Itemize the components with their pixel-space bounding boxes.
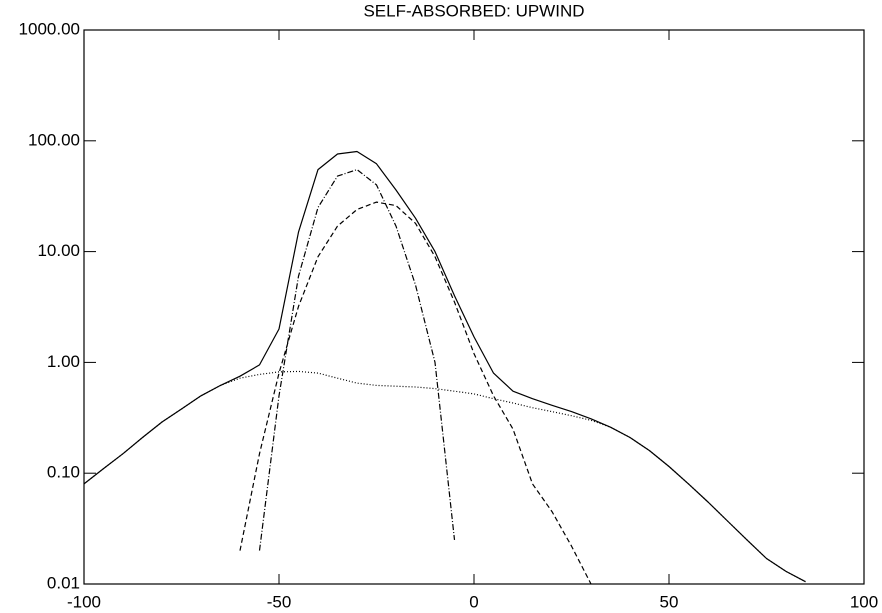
chart-title: SELF-ABSORBED: UPWIND <box>363 1 584 20</box>
y-tick-label: 0.10 <box>47 463 80 482</box>
series-line <box>258 169 456 551</box>
y-tick-label: 1.00 <box>47 352 80 371</box>
y-tick-label: 0.01 <box>47 573 80 592</box>
y-tick-label: 1000.00 <box>19 19 80 38</box>
series-line <box>83 150 806 583</box>
x-tick-label: -100 <box>67 592 101 611</box>
x-tick-label: 100 <box>850 592 878 611</box>
y-tick-label: 100.00 <box>28 130 80 149</box>
y-tick-label: 10.00 <box>37 241 80 260</box>
x-tick-label: 50 <box>660 592 679 611</box>
series-line <box>239 201 592 585</box>
x-tick-label: -50 <box>267 592 292 611</box>
x-tick-label: 0 <box>469 592 478 611</box>
series-line <box>83 370 806 583</box>
plot-frame <box>83 29 865 585</box>
